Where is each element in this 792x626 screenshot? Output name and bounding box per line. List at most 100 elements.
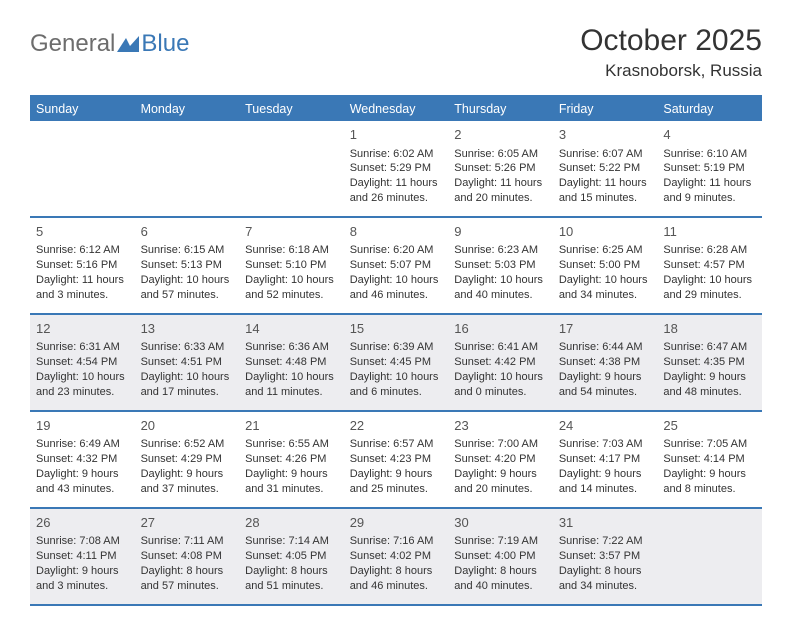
calendar-week: 12 Sunrise: 6:31 AMSunset: 4:54 PM Dayligh… <box>30 314 762 411</box>
sunrise-line: Sunrise: 6:05 AM <box>454 147 547 162</box>
day-number: 30 <box>454 514 547 532</box>
day-number: 12 <box>36 320 129 338</box>
calendar-cell: 1Sunrise: 6:02 AMSunset: 5:29 PMDaylight… <box>344 121 449 217</box>
sunset-line: Sunset: 4:42 PM <box>454 355 547 370</box>
sunrise-line: Sunrise: 7:16 AM <box>350 534 443 549</box>
calendar-cell: 7Sunrise: 6:18 AMSunset: 5:10 PMDaylight… <box>239 217 344 314</box>
day-number: 24 <box>559 417 652 435</box>
day-number: 26 <box>36 514 129 532</box>
sunrise-line: Sunrise: 6:28 AM <box>663 243 756 258</box>
location-label: Krasnoborsk, Russia <box>580 61 762 81</box>
sunrise-line: Sunrise: 6:15 AM <box>141 243 234 258</box>
day-number: 16 <box>454 320 547 338</box>
calendar-cell <box>239 121 344 217</box>
calendar-week: 19 Sunrise: 6:49 AMSunset: 4:32 PM Dayligh… <box>30 411 762 508</box>
sunrise-line: Sunrise: 6:52 AM <box>141 437 234 452</box>
calendar-cell: 12Sunrise: 6:31 AMSunset: 4:54 PMDayligh… <box>30 314 135 411</box>
calendar-header-wednesday: Wednesday <box>344 96 449 121</box>
sunset-line: Sunset: 4:14 PM <box>663 452 756 467</box>
sunrise-line: Sunrise: 7:14 AM <box>245 534 338 549</box>
calendar-header-saturday: Saturday <box>657 96 762 121</box>
sunrise-line: Sunrise: 6:10 AM <box>663 147 756 162</box>
sunset-line: Sunset: 4:45 PM <box>350 355 443 370</box>
sunset-line: Sunset: 5:00 PM <box>559 258 652 273</box>
day-number: 11 <box>663 223 756 241</box>
sunset-line: Sunset: 5:13 PM <box>141 258 234 273</box>
day-number: 2 <box>454 126 547 144</box>
calendar-cell: 17Sunrise: 6:44 AMSunset: 4:38 PMDayligh… <box>553 314 658 411</box>
sunset-line: Sunset: 4:26 PM <box>245 452 338 467</box>
daylight-line: Daylight: 9 hours and 20 minutes. <box>454 467 547 497</box>
sunset-line: Sunset: 4:54 PM <box>36 355 129 370</box>
calendar-cell: 23Sunrise: 7:00 AMSunset: 4:20 PMDayligh… <box>448 411 553 508</box>
daylight-line: Daylight: 10 hours and 57 minutes. <box>141 273 234 303</box>
sunset-line: Sunset: 4:02 PM <box>350 549 443 564</box>
calendar-cell: 28Sunrise: 7:14 AMSunset: 4:05 PMDayligh… <box>239 508 344 605</box>
logo-text-general: General <box>30 30 115 58</box>
sunrise-line: Sunrise: 6:31 AM <box>36 340 129 355</box>
sunrise-line: Sunrise: 6:20 AM <box>350 243 443 258</box>
calendar-header-sunday: Sunday <box>30 96 135 121</box>
day-number: 23 <box>454 417 547 435</box>
daylight-line: Daylight: 11 hours and 20 minutes. <box>454 176 547 206</box>
sunrise-line: Sunrise: 6:55 AM <box>245 437 338 452</box>
sunrise-line: Sunrise: 7:03 AM <box>559 437 652 452</box>
day-number: 13 <box>141 320 234 338</box>
calendar-cell: 8Sunrise: 6:20 AMSunset: 5:07 PMDaylight… <box>344 217 449 314</box>
sunrise-line: Sunrise: 6:44 AM <box>559 340 652 355</box>
day-number: 5 <box>36 223 129 241</box>
daylight-line: Daylight: 11 hours and 9 minutes. <box>663 176 756 206</box>
sunset-line: Sunset: 4:48 PM <box>245 355 338 370</box>
sunset-line: Sunset: 5:22 PM <box>559 161 652 176</box>
logo-text-blue: Blue <box>141 30 189 58</box>
daylight-line: Daylight: 8 hours and 51 minutes. <box>245 564 338 594</box>
sunrise-line: Sunrise: 6:36 AM <box>245 340 338 355</box>
day-number: 17 <box>559 320 652 338</box>
daylight-line: Daylight: 10 hours and 6 minutes. <box>350 370 443 400</box>
sunset-line: Sunset: 5:07 PM <box>350 258 443 273</box>
calendar-cell: 24Sunrise: 7:03 AMSunset: 4:17 PMDayligh… <box>553 411 658 508</box>
sunset-line: Sunset: 4:29 PM <box>141 452 234 467</box>
calendar-cell: 27Sunrise: 7:11 AMSunset: 4:08 PMDayligh… <box>135 508 240 605</box>
calendar-cell: 6Sunrise: 6:15 AMSunset: 5:13 PMDaylight… <box>135 217 240 314</box>
calendar-week: 26Sunrise: 7:08 AMSunset: 4:11 PMDayligh… <box>30 508 762 605</box>
calendar-cell <box>135 121 240 217</box>
calendar-cell: 3 Sunrise: 6:07 AMSunset: 5:22 PMDaylight… <box>553 121 658 217</box>
day-number: 7 <box>245 223 338 241</box>
calendar-cell: 31Sunrise: 7:22 AMSunset: 3:57 PMDayligh… <box>553 508 658 605</box>
day-number: 10 <box>559 223 652 241</box>
daylight-line: Daylight: 11 hours and 26 minutes. <box>350 176 443 206</box>
sunset-line: Sunset: 4:32 PM <box>36 452 129 467</box>
calendar-cell: 11Sunrise: 6:28 AMSunset: 4:57 PMDayligh… <box>657 217 762 314</box>
calendar-header-friday: Friday <box>553 96 658 121</box>
sunrise-line: Sunrise: 6:25 AM <box>559 243 652 258</box>
daylight-line: Daylight: 9 hours and 54 minutes. <box>559 370 652 400</box>
day-number: 29 <box>350 514 443 532</box>
sunrise-line: Sunrise: 6:49 AM <box>36 437 129 452</box>
day-number: 1 <box>350 126 443 144</box>
sunset-line: Sunset: 5:16 PM <box>36 258 129 273</box>
sunset-line: Sunset: 4:57 PM <box>663 258 756 273</box>
sunrise-line: Sunrise: 6:07 AM <box>559 147 652 162</box>
calendar-cell: 22Sunrise: 6:57 AMSunset: 4:23 PMDayligh… <box>344 411 449 508</box>
sunrise-line: Sunrise: 6:23 AM <box>454 243 547 258</box>
daylight-line: Daylight: 10 hours and 11 minutes. <box>245 370 338 400</box>
daylight-line: Daylight: 9 hours and 37 minutes. <box>141 467 234 497</box>
logo: General Blue <box>30 30 189 58</box>
day-number: 21 <box>245 417 338 435</box>
day-number: 19 <box>36 417 129 435</box>
day-number: 14 <box>245 320 338 338</box>
calendar-cell: 26Sunrise: 7:08 AMSunset: 4:11 PMDayligh… <box>30 508 135 605</box>
daylight-line: Daylight: 9 hours and 31 minutes. <box>245 467 338 497</box>
page-title: October 2025 <box>580 24 762 58</box>
day-number: 3 <box>559 126 652 144</box>
daylight-line: Daylight: 11 hours and 15 minutes. <box>559 176 652 206</box>
sunset-line: Sunset: 4:20 PM <box>454 452 547 467</box>
day-number: 15 <box>350 320 443 338</box>
daylight-line: Daylight: 10 hours and 34 minutes. <box>559 273 652 303</box>
calendar-cell: 13Sunrise: 6:33 AMSunset: 4:51 PMDayligh… <box>135 314 240 411</box>
calendar-cell: 10 Sunrise: 6:25 AMSunset: 5:00 PMDayligh… <box>553 217 658 314</box>
sunset-line: Sunset: 4:35 PM <box>663 355 756 370</box>
sunset-line: Sunset: 4:51 PM <box>141 355 234 370</box>
sunrise-line: Sunrise: 7:19 AM <box>454 534 547 549</box>
